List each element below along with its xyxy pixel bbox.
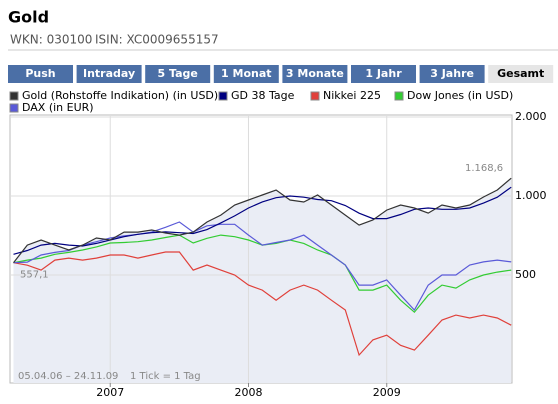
series-line bbox=[13, 221, 512, 312]
tab[interactable] bbox=[351, 65, 416, 83]
page-title: Gold bbox=[8, 8, 49, 27]
x-tick-label: 2009 bbox=[373, 386, 401, 399]
end-label: 1.168,6 bbox=[465, 163, 503, 174]
tab[interactable] bbox=[213, 65, 279, 83]
legend-label: GD 38 Tage bbox=[231, 89, 295, 102]
legend-label: Dow Jones (in USD) bbox=[407, 89, 513, 102]
series-line bbox=[13, 186, 512, 255]
tab-label[interactable]: 1 Monat bbox=[221, 67, 272, 80]
start-label: 557,1 bbox=[20, 270, 49, 281]
legend-label: Gold (Rohstoffe Indikation) (in USD) bbox=[22, 89, 218, 102]
tab-label[interactable]: Intraday bbox=[83, 67, 135, 80]
tab-label[interactable]: 3 Jahre bbox=[430, 67, 474, 80]
date-range: 05.04.06 – 24.11.09 bbox=[18, 371, 118, 382]
isin: ISIN: XC0009655157 bbox=[95, 33, 219, 47]
tab[interactable] bbox=[282, 65, 348, 83]
tab[interactable] bbox=[76, 65, 142, 83]
legend-label: Nikkei 225 bbox=[323, 89, 381, 102]
series-line bbox=[13, 177, 512, 264]
legend-swatch bbox=[310, 91, 320, 101]
tab-label[interactable]: Push bbox=[25, 67, 55, 80]
tick-note: 1 Tick = 1 Tag bbox=[130, 371, 201, 382]
legend-swatch bbox=[218, 91, 228, 101]
tab-label[interactable]: Gesamt bbox=[497, 67, 544, 80]
legend-swatch bbox=[394, 91, 404, 101]
tab-label[interactable]: 5 Tage bbox=[158, 67, 198, 80]
x-tick-label: 2008 bbox=[234, 386, 262, 399]
tab[interactable] bbox=[488, 65, 554, 83]
x-tick-label: 2007 bbox=[96, 386, 124, 399]
tab[interactable] bbox=[419, 65, 485, 83]
legend-swatch bbox=[9, 103, 19, 113]
y-tick-label: 500 bbox=[515, 268, 536, 281]
tab-label[interactable]: 3 Monate bbox=[286, 67, 344, 80]
wkn: WKN: 030100 bbox=[10, 33, 92, 47]
legend-label: DAX (in EUR) bbox=[22, 101, 94, 114]
y-tick-label: 1.000 bbox=[515, 189, 547, 202]
legend-swatch bbox=[9, 91, 19, 101]
series-line bbox=[13, 251, 512, 357]
tab[interactable] bbox=[145, 65, 211, 83]
tab[interactable] bbox=[8, 65, 73, 83]
tab-label[interactable]: 1 Jahr bbox=[365, 67, 402, 80]
y-tick-label: 2.000 bbox=[515, 110, 547, 123]
